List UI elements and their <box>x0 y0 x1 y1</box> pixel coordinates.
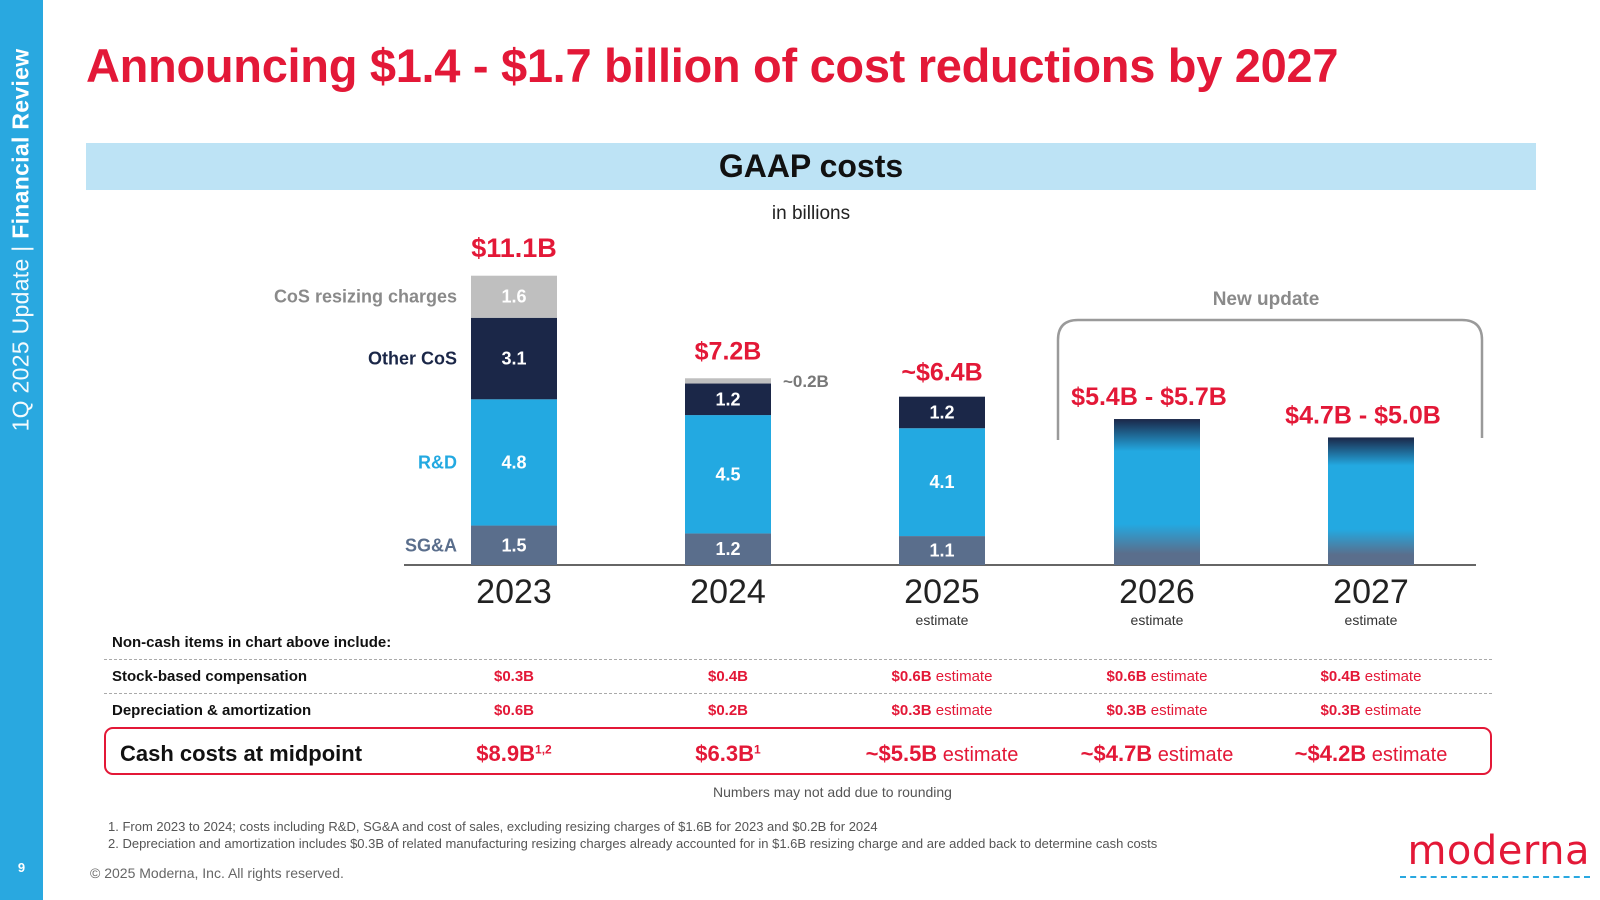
divider <box>104 659 1492 660</box>
footnote-2: 2. Depreciation and amortization include… <box>108 836 1158 851</box>
x-tick-label: 2023 <box>476 573 552 611</box>
x-tick-label: 2025 <box>904 573 980 611</box>
bar-estimate-2026 <box>1114 419 1200 565</box>
bar-segment-sg-a-2025 <box>899 536 985 565</box>
table-row-da: Depreciation & amortization $0.6B $0.2B $0… <box>104 694 1492 728</box>
bar-segment-other-cos-2024 <box>685 383 771 416</box>
data-label: 1.1 <box>929 541 954 561</box>
data-label: 4.8 <box>501 452 526 472</box>
bar-segment-cos-resizing-charges-2023 <box>471 275 557 318</box>
logo-underline <box>1400 876 1590 878</box>
moderna-logo: moderna <box>1390 828 1590 878</box>
cash-costs-box: Cash costs at midpoint $8.9B1,2 $6.3B1 ~$5… <box>104 727 1492 775</box>
total-label: ~$6.4B <box>901 359 982 387</box>
bar-segment-r-d-2024 <box>685 415 771 534</box>
cash-cost-cell: $8.9B1,2 <box>476 741 552 766</box>
x-tick-note: estimate <box>1131 612 1184 628</box>
non-cash-heading: Non-cash items in chart above include: <box>112 634 392 651</box>
table-row-sbc: Stock-based compensation $0.3B $0.4B $0.6B… <box>104 660 1492 694</box>
table-cell: $0.4B <box>707 668 749 685</box>
footnotes: 1. From 2023 to 2024; costs including R&… <box>108 818 1157 852</box>
row-label: Depreciation & amortization <box>112 702 312 719</box>
table-cell: $0.2B <box>707 702 749 719</box>
cash-cost-cell: ~$4.2B estimate <box>1294 741 1448 766</box>
table-cell: $0.3B <box>493 668 535 685</box>
new-update-label: New update <box>1213 289 1320 310</box>
footnote-1: 1. From 2023 to 2024; costs including R&… <box>108 819 878 834</box>
legend-label: SG&A <box>405 535 457 555</box>
table-cell: $0.3B estimate <box>891 702 993 719</box>
legend-label: R&D <box>418 452 457 472</box>
total-label: $4.7B - $5.0B <box>1285 401 1441 429</box>
page-title: Announcing $1.4 - $1.7 billion of cost r… <box>86 39 1339 92</box>
page-number: 9 <box>17 860 26 875</box>
cash-cost-cell: ~$4.7B estimate <box>1080 741 1234 766</box>
table-cell: $0.6B estimate <box>1106 668 1208 685</box>
row-label: Stock-based compensation <box>112 668 308 685</box>
data-label: 1.2 <box>929 402 954 422</box>
x-tick-note: estimate <box>916 612 969 628</box>
bar-segment-cos-resizing-charges-2024 <box>685 378 771 384</box>
x-tick-label: 2024 <box>690 573 766 611</box>
bar-segment-other-cos-2025 <box>899 396 985 429</box>
cash-cost-cell: ~$5.5B estimate <box>865 741 1019 766</box>
table-cell: $0.6B estimate <box>891 668 993 685</box>
x-tick-note: estimate <box>1345 612 1398 628</box>
table-cell: $0.3B estimate <box>1106 702 1208 719</box>
table-cell: $0.3B estimate <box>1320 702 1422 719</box>
logo-wordmark: moderna <box>1407 828 1590 874</box>
table-cell: $0.6B <box>493 702 535 719</box>
cash-cost-cell: $6.3B1 <box>695 741 761 766</box>
data-label: 3.1 <box>501 349 526 369</box>
data-label: 1.5 <box>501 535 526 555</box>
bar-segment-sg-a-2024 <box>685 533 771 565</box>
total-label: $5.4B - $5.7B <box>1071 383 1227 411</box>
gaap-costs-banner: GAAP costs <box>86 143 1536 190</box>
total-label: $11.1B <box>471 233 557 263</box>
data-label: 1.2 <box>715 389 740 409</box>
legend-label: CoS resizing charges <box>274 287 457 307</box>
data-label: 4.5 <box>715 464 740 484</box>
new-update-bracket <box>1056 318 1484 440</box>
sidebar: 1Q 2025 Update | Financial Review 9 <box>0 0 43 900</box>
divider <box>104 693 1492 694</box>
data-label: 4.1 <box>929 472 954 492</box>
x-tick-label: 2027 <box>1333 573 1409 611</box>
data-label: 1.2 <box>715 539 740 559</box>
bar-segment-r-d-2025 <box>899 428 985 537</box>
rounding-note: Numbers may not add due to rounding <box>713 784 952 800</box>
chart-unit-subtitle: in billions <box>771 203 851 224</box>
total-label: $7.2B <box>695 338 762 366</box>
table-cell: $0.4B estimate <box>1320 668 1422 685</box>
bar-segment-sg-a-2023 <box>471 525 557 565</box>
bar-segment-r-d-2023 <box>471 399 557 526</box>
data-label: ~0.2B <box>783 372 829 391</box>
cash-costs-label: Cash costs at midpoint <box>120 741 363 766</box>
copyright: © 2025 Moderna, Inc. All rights reserved… <box>90 865 344 881</box>
bar-estimate-2027 <box>1328 437 1414 565</box>
x-tick-label: 2026 <box>1119 573 1195 611</box>
legend-label: Other CoS <box>368 349 457 369</box>
data-label: 1.6 <box>501 287 526 307</box>
bar-segment-other-cos-2023 <box>471 317 557 400</box>
